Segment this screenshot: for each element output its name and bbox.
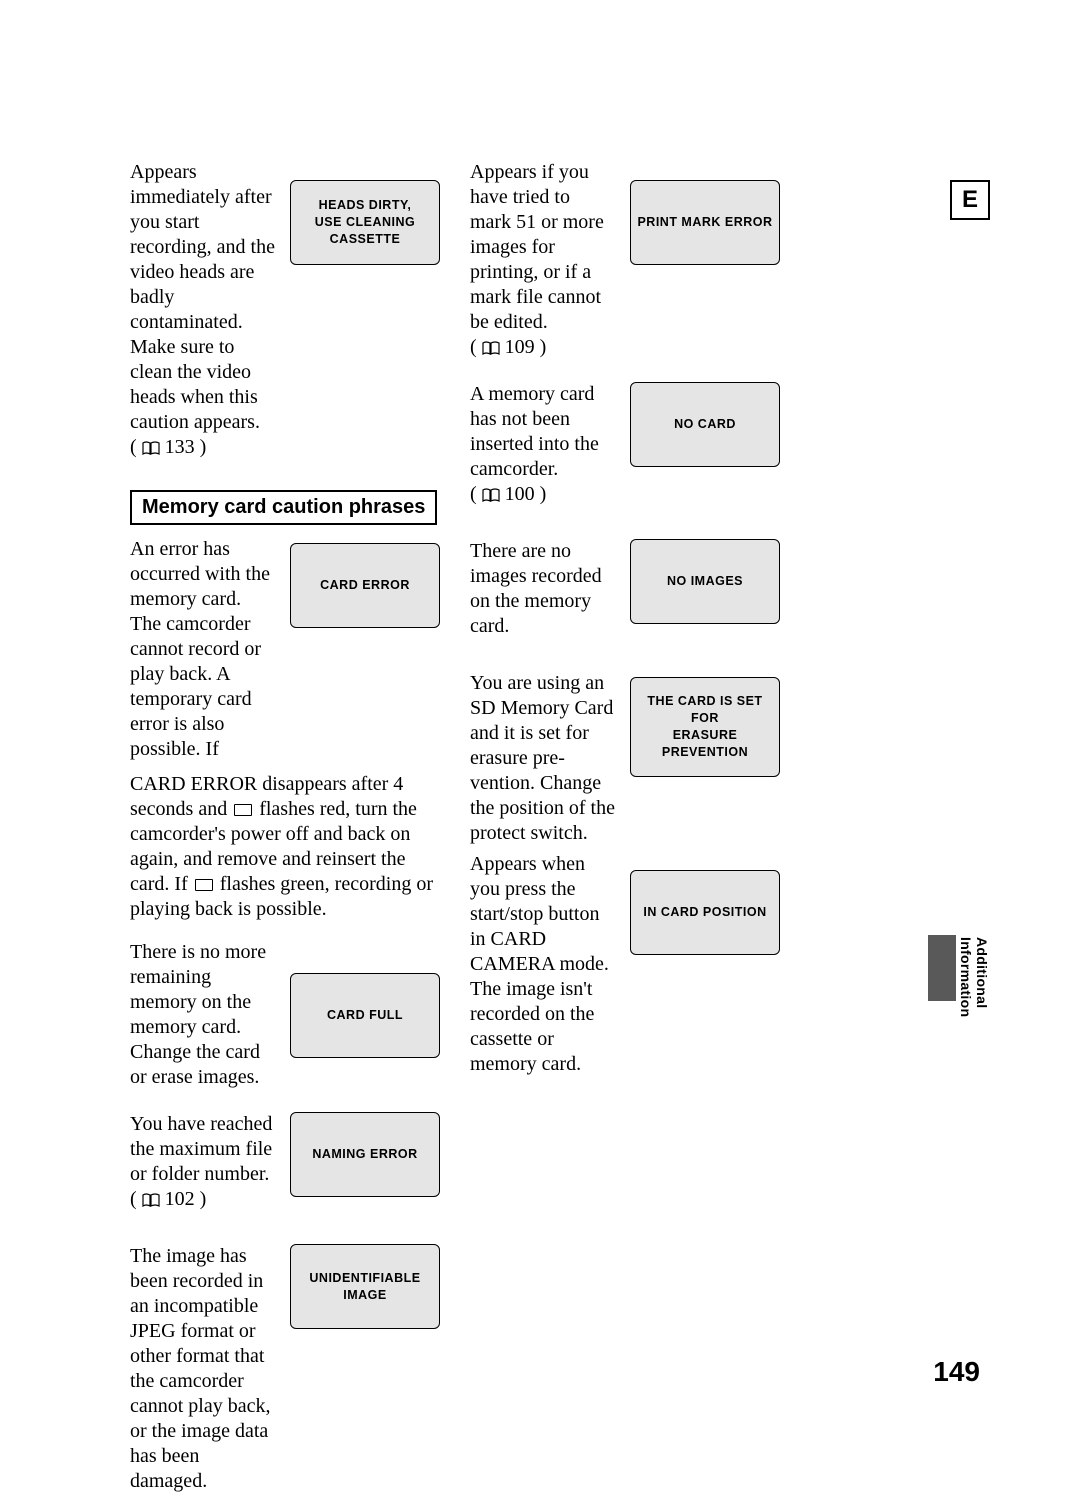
desc-no-images: There are no images recorded on the memo… [470, 539, 615, 639]
page-ref: ( 109) [470, 335, 546, 360]
caution-box-in-card: IN CARD POSITION [630, 870, 780, 955]
ref-number: 102 [165, 1187, 195, 1212]
item-no-images: There are no images recorded on the memo… [470, 539, 780, 639]
caution-label: UNIDENTIFIABLE IMAGE [309, 1270, 420, 1304]
line2: Information [958, 937, 974, 1017]
ref-number: 100 [505, 482, 535, 507]
desc-no-card: A memory card has not been inserted into… [470, 382, 615, 507]
left-column: Appears immediately after you start reco… [130, 160, 440, 1504]
text: Appears if you have tried to mark 51 or … [470, 161, 604, 333]
caution-label: HEADS DIRTY, USE CLEANING CASSETTE [297, 197, 433, 248]
caution-box-erasure: THE CARD IS SET FOR ERASURE PREVENTION [630, 677, 780, 777]
item-print-mark: Appears if you have tried to mark 51 or … [470, 160, 780, 360]
page-ref: ( 102) [130, 1187, 206, 1212]
desc-naming-error: You have reached the maximum file or fol… [130, 1112, 275, 1212]
page-ref: ( 133) [130, 435, 206, 460]
book-icon [142, 441, 160, 455]
caution-label: NAMING ERROR [312, 1146, 417, 1163]
line2: IMAGE [343, 1288, 386, 1302]
line1: Additional [974, 937, 990, 1008]
text: You have reached the maximum file or fol… [130, 1113, 272, 1185]
desc-erasure: You are using an SD Memory Card and it i… [470, 671, 615, 846]
line2: ERASURE PREVENTION [662, 728, 748, 759]
caution-label: IN CARD POSITION [643, 904, 766, 921]
caution-box-card-full: CARD FULL [290, 973, 440, 1058]
text: A memory card has not been inserted into… [470, 383, 599, 480]
line2: USE CLEANING CASSETTE [315, 215, 415, 246]
item-naming-error: You have reached the maximum file or fol… [130, 1112, 440, 1212]
caution-label: PRINT MARK ERROR [637, 214, 772, 231]
text: Appears immediately after you start reco… [130, 161, 275, 433]
desc-print-mark: Appears if you have tried to mark 51 or … [470, 160, 615, 360]
caution-label: NO IMAGES [667, 573, 743, 590]
book-icon [142, 1193, 160, 1207]
page-number: 149 [933, 1356, 980, 1388]
line1: HEADS DIRTY, [319, 198, 412, 212]
item-in-card: Appears when you press the start/stop bu… [470, 852, 780, 1077]
book-icon [482, 341, 500, 355]
page: E Appears immediately after you start re… [0, 0, 1080, 1443]
caution-box-naming-error: NAMING ERROR [290, 1112, 440, 1197]
caution-box-unidentifiable: UNIDENTIFIABLE IMAGE [290, 1244, 440, 1329]
language-badge-text: E [962, 186, 978, 214]
card-icon [234, 804, 252, 816]
side-tab-bar [928, 935, 956, 1001]
caution-box-no-card: NO CARD [630, 382, 780, 467]
book-icon [482, 488, 500, 502]
line1: THE CARD IS SET FOR [647, 694, 762, 725]
desc-in-card: Appears when you press the start/stop bu… [470, 852, 615, 1077]
language-badge: E [950, 180, 990, 220]
desc-heads-dirty: Appears immediately after you start reco… [130, 160, 275, 460]
side-tab: Additional Information [928, 935, 990, 1017]
caution-box-card-error: CARD ERROR [290, 543, 440, 628]
caution-label: THE CARD IS SET FOR ERASURE PREVENTION [637, 693, 773, 761]
caution-label: CARD FULL [327, 1007, 403, 1024]
section-heading-box: Memory card caution phrases [130, 490, 437, 525]
item-card-error: An error has occurred with the memory ca… [130, 537, 440, 922]
caution-box-print-mark: PRINT MARK ERROR [630, 180, 780, 265]
ref-number: 133 [165, 435, 195, 460]
side-tab-text: Additional Information [958, 935, 990, 1017]
item-unidentifiable: The image has been recorded in an incomp… [130, 1244, 440, 1494]
section-heading: Memory card caution phrases [142, 496, 425, 518]
item-erasure: You are using an SD Memory Card and it i… [470, 671, 780, 846]
line1: UNIDENTIFIABLE [309, 1271, 420, 1285]
content-columns: Appears immediately after you start reco… [130, 160, 990, 1504]
card-icon [195, 879, 213, 891]
page-ref: ( 100) [470, 482, 546, 507]
ref-number: 109 [505, 335, 535, 360]
item-card-full: There is no more remaining memory on the… [130, 940, 440, 1090]
caution-label: CARD ERROR [320, 577, 410, 594]
desc-card-full: There is no more remaining memory on the… [130, 940, 275, 1090]
caution-box-heads-dirty: HEADS DIRTY, USE CLEANING CASSETTE [290, 180, 440, 265]
desc-card-error-cont: CARD ERROR disappears after 4 seconds an… [130, 772, 440, 922]
item-no-card: A memory card has not been inserted into… [470, 382, 780, 507]
caution-label: NO CARD [674, 416, 736, 433]
right-column: Appears if you have tried to mark 51 or … [470, 160, 780, 1504]
caution-box-no-images: NO IMAGES [630, 539, 780, 624]
item-heads-dirty: Appears immediately after you start reco… [130, 160, 440, 460]
desc-unidentifiable: The image has been recorded in an incomp… [130, 1244, 275, 1494]
desc-card-error-top: An error has occurred with the memory ca… [130, 537, 275, 762]
